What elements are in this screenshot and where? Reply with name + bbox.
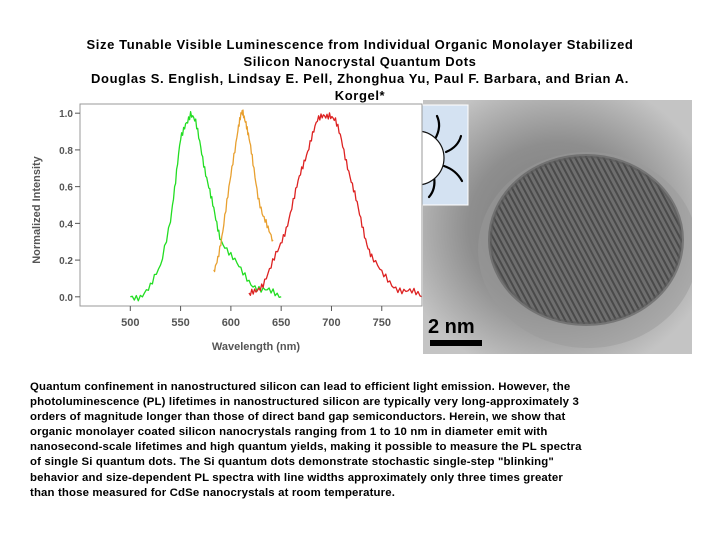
abstract-line: organic monolayer coated silicon nanocry…	[30, 426, 548, 439]
scale-bar-label: 2 nm	[428, 316, 475, 338]
series-line-2	[248, 112, 423, 298]
abstract-text: Quantum confinement in nanostructured si…	[30, 380, 690, 501]
figure-panel: 2 nm Si 5005506006507007500.00.20.40.60.…	[31, 100, 692, 354]
x-tick-label: 600	[222, 317, 240, 329]
x-tick-label: 700	[322, 317, 340, 329]
paper-authors-line: Douglas S. English, Lindsay E. Pell, Zho…	[91, 71, 629, 86]
y-tick-label: 1.0	[59, 109, 73, 120]
y-tick-label: 0.4	[59, 219, 73, 230]
abstract-line: behavior and size-dependent PL spectra w…	[30, 471, 563, 484]
tem-micrograph	[423, 100, 692, 354]
series-line-0	[130, 111, 282, 302]
abstract-line: Quantum confinement in nanostructured si…	[30, 381, 571, 393]
x-tick-label: 500	[121, 317, 139, 329]
y-tick-label: 0.0	[59, 293, 73, 304]
y-axis-label: Normalized Intensity	[31, 155, 43, 263]
plot-frame	[79, 103, 423, 307]
y-tick-label: 0.2	[59, 256, 73, 267]
nanocrystal-lattice	[490, 156, 682, 324]
x-tick-label: 650	[272, 317, 290, 329]
y-tick-label: 0.8	[59, 146, 73, 157]
abstract-line: than those measured for CdSe nanocrystal…	[30, 486, 396, 499]
abstract-line: nanosecond-scale lifetimes and high quan…	[30, 441, 582, 454]
series-line-1	[213, 109, 274, 273]
paper-authors-line: Korgel*	[334, 88, 386, 103]
paper-header: Size Tunable Visible Luminescence from I…	[30, 36, 690, 104]
plot-area	[80, 104, 422, 306]
scale-bar	[430, 340, 482, 346]
paper-title-line: Size Tunable Visible Luminescence from I…	[86, 37, 634, 52]
abstract-line: photoluminescence (PL) lifetimes in nano…	[30, 396, 579, 409]
x-tick-label: 550	[171, 317, 189, 329]
x-tick-label: 750	[373, 317, 391, 329]
pl-spectra-chart: 500 550 600 650 700 750 0.0 0.2 0.4 0.6 0.8 1.0 Wav…	[31, 103, 423, 353]
paper-title-line: Silicon Nanocrystal Quantum Dots	[243, 54, 477, 69]
y-tick-label: 0.6	[59, 183, 73, 194]
abstract-line: of single Si quantum dots. The Si quantu…	[30, 456, 554, 469]
x-axis-label: Wavelength (nm)	[212, 341, 301, 353]
abstract-line: orders of magnitude longer than those of…	[30, 411, 566, 424]
